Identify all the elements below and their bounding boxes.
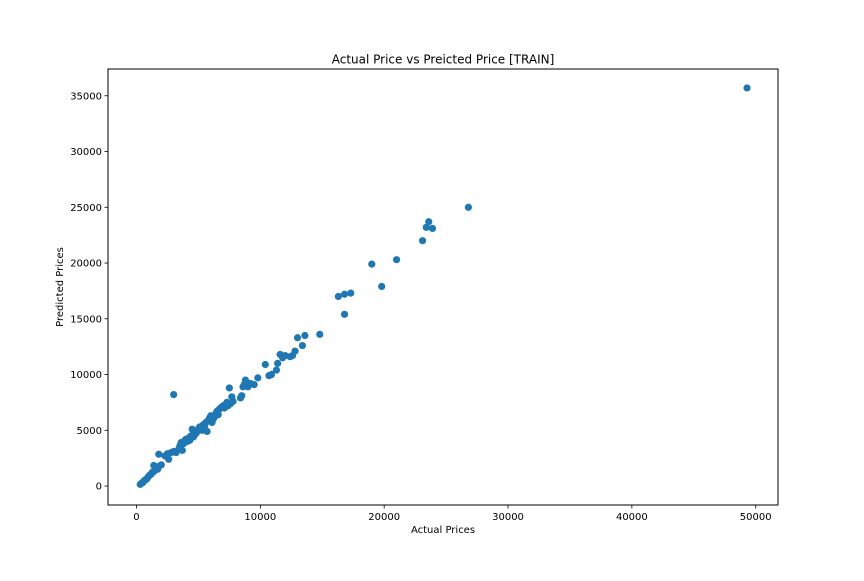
scatter-point: [203, 427, 211, 436]
y-tick-label: 15000: [70, 314, 102, 325]
scatter-point: [254, 374, 262, 382]
scatter-point: [155, 450, 163, 458]
scatter-point: [425, 218, 433, 226]
scatter-point: [743, 84, 751, 92]
scatter-point: [298, 341, 307, 350]
y-tick-label: 25000: [70, 203, 102, 214]
scatter-point: [170, 391, 178, 399]
scatter-point: [422, 223, 430, 231]
points-layer: [136, 84, 751, 488]
scatter-point: [464, 203, 472, 211]
scatter-point: [316, 330, 324, 338]
x-axis-label: Actual Prices: [411, 525, 475, 536]
scatter-point: [272, 366, 281, 374]
x-tick-label: 40000: [616, 512, 648, 523]
chart-title: Actual Price vs Preicted Price [TRAIN]: [332, 53, 555, 67]
scatter-point: [225, 384, 233, 392]
scatter-point: [340, 310, 349, 318]
scatter-point: [274, 359, 282, 367]
y-axis-label: Predicted Prices: [55, 247, 66, 327]
scatter-point: [428, 224, 437, 233]
scatter-point: [291, 347, 299, 355]
scatter-point: [301, 331, 309, 340]
x-tick-label: 30000: [492, 512, 524, 523]
scatter-point: [214, 411, 222, 419]
plot-area-frame: [107, 68, 779, 506]
scatter-point: [165, 455, 173, 463]
x-tick-label: 50000: [740, 512, 772, 523]
scatter-point: [229, 397, 237, 405]
y-tick-label: 0: [96, 482, 102, 493]
y-tick-label: 5000: [77, 426, 102, 437]
scatter-point: [178, 446, 186, 454]
ticks-layer: 0 10000 20000 30000 40000 50000 0 5000 10000 1500…: [70, 91, 771, 523]
x-tick-label: 10000: [244, 512, 276, 523]
scatter-point: [293, 334, 302, 342]
scatter-point: [250, 380, 258, 389]
scatter-point: [392, 256, 401, 264]
scatter-point: [347, 289, 355, 297]
scatter-point: [334, 292, 342, 301]
scatter-point: [238, 392, 246, 400]
y-tick-label: 10000: [70, 370, 102, 381]
x-tick-label: 20000: [368, 512, 400, 523]
y-tick-label: 30000: [70, 147, 102, 158]
scatter-point: [340, 290, 349, 298]
scatter-point: [378, 282, 386, 291]
scatter-point: [368, 260, 376, 268]
y-tick-label: 20000: [70, 259, 102, 270]
y-tick-label: 35000: [70, 91, 102, 102]
scatter-point: [157, 461, 165, 469]
scatter-point: [261, 360, 269, 369]
scatter-point: [267, 370, 276, 379]
scatter-point: [418, 237, 427, 245]
x-tick-label: 0: [133, 512, 139, 523]
